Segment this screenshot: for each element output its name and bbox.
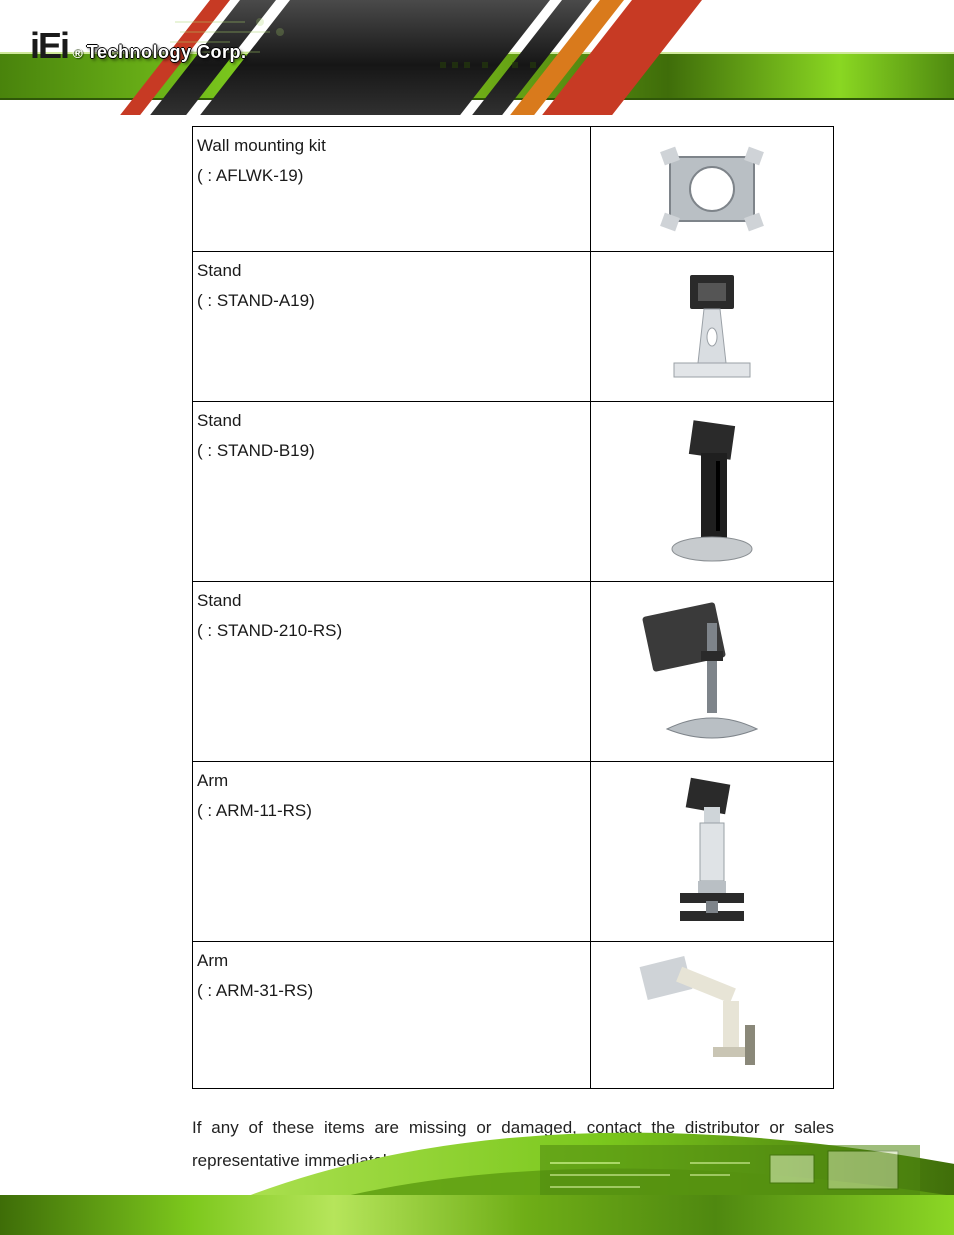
item-name: Arm bbox=[197, 946, 586, 976]
item-image-cell bbox=[590, 252, 833, 402]
item-image-cell bbox=[590, 582, 833, 762]
table-row: Arm( : ARM-11-RS) bbox=[193, 762, 834, 942]
item-text-cell: Stand( : STAND-B19) bbox=[193, 402, 591, 582]
footer-green-band bbox=[0, 1195, 954, 1235]
item-image-cell bbox=[590, 942, 833, 1089]
item-name: Wall mounting kit bbox=[197, 131, 586, 161]
item-part-number: ( : STAND-B19) bbox=[197, 436, 586, 466]
item-part-number: ( : STAND-210-RS) bbox=[197, 616, 586, 646]
accessories-table: Wall mounting kit( : AFLWK-19) Stand( : … bbox=[192, 126, 834, 1089]
brand-logo-text: iEi bbox=[30, 25, 68, 66]
brand-logo: iEi ® Technology Corp. bbox=[30, 25, 246, 67]
item-name: Stand bbox=[197, 256, 586, 286]
item-image-cell bbox=[590, 127, 833, 252]
wall-mount-icon bbox=[652, 139, 772, 239]
item-part-number: ( : STAND-A19) bbox=[197, 286, 586, 316]
brand-registered-mark: ® bbox=[72, 45, 82, 61]
item-name: Stand bbox=[197, 406, 586, 436]
item-part-number: ( : ARM-11-RS) bbox=[197, 796, 586, 826]
arm-11-icon bbox=[652, 777, 772, 927]
item-name: Arm bbox=[197, 766, 586, 796]
item-text-cell: Arm( : ARM-31-RS) bbox=[193, 942, 591, 1089]
arm-31-icon bbox=[637, 955, 787, 1075]
table-row: Stand( : STAND-210-RS) bbox=[193, 582, 834, 762]
table-row: Stand( : STAND-A19) bbox=[193, 252, 834, 402]
table-row: Wall mounting kit( : AFLWK-19) bbox=[193, 127, 834, 252]
item-part-number: ( : ARM-31-RS) bbox=[197, 976, 586, 1006]
item-image-cell bbox=[590, 402, 833, 582]
stand-b-icon bbox=[657, 417, 767, 567]
page-header: iEi ® Technology Corp. bbox=[0, 0, 954, 120]
item-text-cell: Arm( : ARM-11-RS) bbox=[193, 762, 591, 942]
stand-210-icon bbox=[637, 597, 787, 747]
page-content: Wall mounting kit( : AFLWK-19) Stand( : … bbox=[0, 120, 954, 1177]
stand-a-icon bbox=[652, 267, 772, 387]
item-text-cell: Stand( : STAND-210-RS) bbox=[193, 582, 591, 762]
item-text-cell: Wall mounting kit( : AFLWK-19) bbox=[193, 127, 591, 252]
item-image-cell bbox=[590, 762, 833, 942]
item-text-cell: Stand( : STAND-A19) bbox=[193, 252, 591, 402]
table-row: Arm( : ARM-31-RS) bbox=[193, 942, 834, 1089]
page-footer bbox=[0, 1105, 954, 1235]
brand-tagline: Technology Corp. bbox=[87, 42, 247, 63]
table-row: Stand( : STAND-B19) bbox=[193, 402, 834, 582]
item-name: Stand bbox=[197, 586, 586, 616]
item-part-number: ( : AFLWK-19) bbox=[197, 161, 586, 191]
